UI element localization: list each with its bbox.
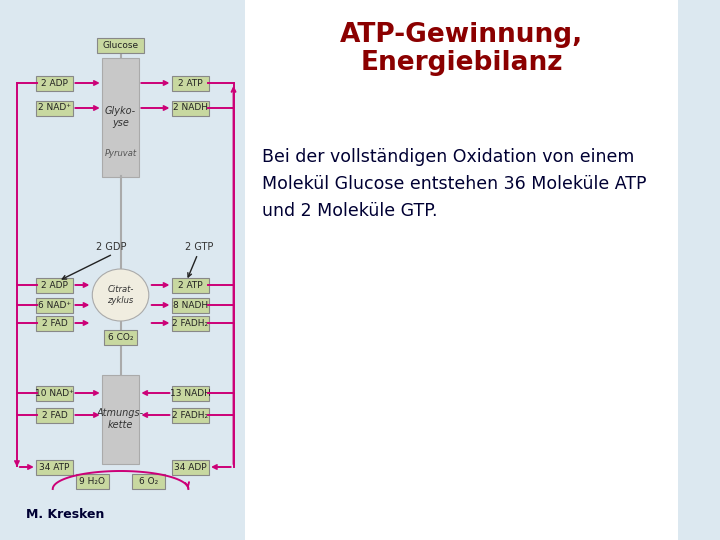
- FancyBboxPatch shape: [172, 76, 209, 91]
- FancyBboxPatch shape: [172, 408, 209, 422]
- FancyBboxPatch shape: [76, 474, 109, 489]
- Text: M. Kresken: M. Kresken: [27, 509, 104, 522]
- Text: 2 GTP: 2 GTP: [186, 242, 214, 252]
- FancyBboxPatch shape: [172, 386, 209, 401]
- Text: 34 ADP: 34 ADP: [174, 462, 207, 471]
- FancyBboxPatch shape: [36, 76, 73, 91]
- FancyBboxPatch shape: [36, 100, 73, 116]
- FancyBboxPatch shape: [172, 315, 209, 330]
- FancyBboxPatch shape: [102, 57, 139, 177]
- Text: 2 NAD⁺: 2 NAD⁺: [38, 104, 71, 112]
- FancyBboxPatch shape: [172, 278, 209, 293]
- Text: 10 NAD⁺: 10 NAD⁺: [35, 388, 74, 397]
- Text: 6 O₂: 6 O₂: [139, 476, 158, 485]
- FancyBboxPatch shape: [36, 460, 73, 475]
- Text: 6 CO₂: 6 CO₂: [108, 333, 133, 341]
- Text: Bei der vollständigen Oxidation von einem
Molekül Glucose entstehen 36 Moleküle : Bei der vollständigen Oxidation von eine…: [262, 148, 647, 220]
- FancyBboxPatch shape: [36, 298, 73, 313]
- Text: 2 ATP: 2 ATP: [178, 78, 202, 87]
- Text: 2 ADP: 2 ADP: [41, 280, 68, 289]
- FancyBboxPatch shape: [172, 460, 209, 475]
- FancyBboxPatch shape: [97, 37, 143, 52]
- Text: 2 ATP: 2 ATP: [178, 280, 202, 289]
- FancyBboxPatch shape: [245, 0, 678, 540]
- Text: 2 NADH: 2 NADH: [173, 104, 208, 112]
- Text: 13 NADH: 13 NADH: [170, 388, 211, 397]
- Text: Atmungs-
kette: Atmungs- kette: [97, 408, 144, 430]
- Text: Glyko-
yse: Glyko- yse: [105, 106, 136, 128]
- Text: Citrat-
zyklus: Citrat- zyklus: [107, 285, 134, 305]
- FancyBboxPatch shape: [132, 474, 166, 489]
- Text: 2 FADH₂: 2 FADH₂: [172, 410, 208, 420]
- Text: 34 ATP: 34 ATP: [40, 462, 70, 471]
- Text: 2 FADH₂: 2 FADH₂: [172, 319, 208, 327]
- FancyBboxPatch shape: [102, 375, 139, 463]
- Text: Glucose: Glucose: [102, 40, 139, 50]
- Text: 2 FAD: 2 FAD: [42, 410, 68, 420]
- FancyBboxPatch shape: [36, 386, 73, 401]
- Text: ATP-Gewinnung,: ATP-Gewinnung,: [340, 22, 583, 48]
- Text: Pyruvat: Pyruvat: [104, 150, 137, 159]
- Text: Energiebilanz: Energiebilanz: [360, 50, 563, 76]
- Text: 8 NADH: 8 NADH: [173, 300, 208, 309]
- Text: 6 NAD⁺: 6 NAD⁺: [38, 300, 71, 309]
- Text: 2 ADP: 2 ADP: [41, 78, 68, 87]
- FancyBboxPatch shape: [172, 100, 209, 116]
- FancyBboxPatch shape: [104, 329, 137, 345]
- FancyBboxPatch shape: [172, 298, 209, 313]
- Text: 2 FAD: 2 FAD: [42, 319, 68, 327]
- FancyBboxPatch shape: [36, 315, 73, 330]
- Text: 9 H₂O: 9 H₂O: [79, 476, 105, 485]
- FancyBboxPatch shape: [36, 278, 73, 293]
- Ellipse shape: [92, 269, 149, 321]
- FancyBboxPatch shape: [36, 408, 73, 422]
- Text: 2 GDP: 2 GDP: [96, 242, 127, 252]
